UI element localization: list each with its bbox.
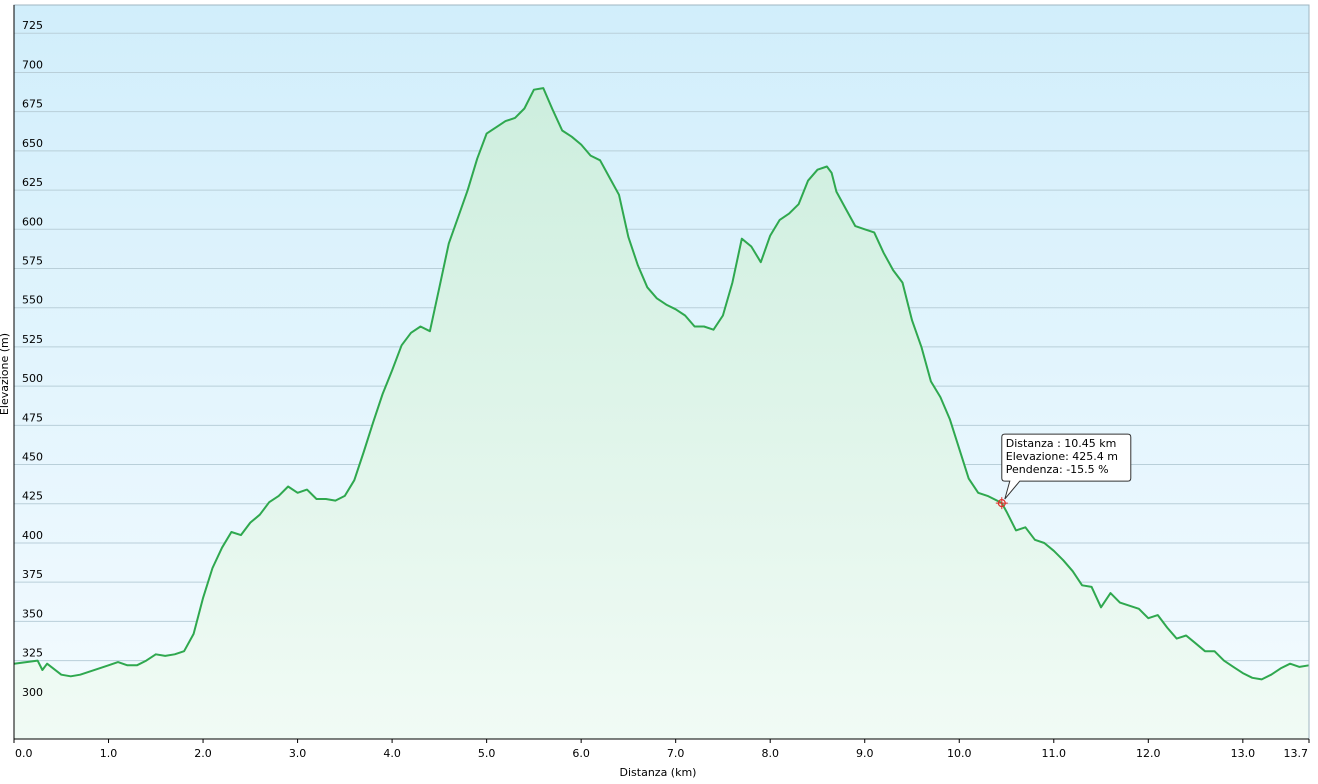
x-tick-label: 10.0 (947, 747, 972, 760)
y-tick-label: 675 (22, 98, 43, 111)
x-tick-label: 1.0 (100, 747, 118, 760)
y-axis-title: Elevazione (m) (0, 333, 11, 415)
y-tick-label: 575 (22, 254, 43, 267)
x-tick-label: 4.0 (383, 747, 401, 760)
y-tick-label: 600 (22, 215, 43, 228)
y-tick-label: 425 (22, 490, 43, 503)
x-axis-title: Distanza (km) (620, 766, 697, 779)
y-tick-label: 350 (22, 607, 43, 620)
y-tick-label: 725 (22, 19, 43, 32)
y-tick-label: 475 (22, 411, 43, 424)
x-tick-label: 8.0 (761, 747, 779, 760)
y-tick-label: 450 (22, 451, 43, 464)
y-tick-label: 700 (22, 58, 43, 71)
y-tick-label: 625 (22, 176, 43, 189)
x-tick-label: 6.0 (572, 747, 590, 760)
y-tick-label: 550 (22, 294, 43, 307)
x-tick-label: 5.0 (478, 747, 496, 760)
elevation-area-fill (14, 88, 1309, 740)
x-tick-label: 3.0 (289, 747, 307, 760)
y-tick-label: 650 (22, 137, 43, 150)
x-tick-label: 13.0 (1231, 747, 1256, 760)
y-tick-label: 500 (22, 372, 43, 385)
x-tick-label: 11.0 (1042, 747, 1067, 760)
y-tick-label: 375 (22, 568, 43, 581)
axes (13, 4, 1310, 740)
y-tick-label: 400 (22, 529, 43, 542)
x-tick-label: 0.0 (15, 747, 33, 760)
y-tick-label: 525 (22, 333, 43, 346)
x-tick-label: 9.0 (856, 747, 874, 760)
x-tick-label: 2.0 (194, 747, 212, 760)
y-axis-tick-labels: 300 325 350 375 400 425 450 475 500 525 550 575 600 6… (22, 19, 43, 699)
x-tick-label: 13.7 (1284, 747, 1309, 760)
tooltip-line: Elevazione: 425.4 m (1006, 450, 1118, 463)
tooltip-line: Pendenza: -15.5 % (1006, 463, 1109, 476)
x-tick-label: 7.0 (667, 747, 685, 760)
y-tick-label: 325 (22, 647, 43, 660)
tooltip-line: Distanza : 10.45 km (1006, 437, 1117, 450)
tooltip-box (1001, 433, 1132, 500)
x-tick-label: 12.0 (1136, 747, 1161, 760)
y-tick-label: 300 (22, 686, 43, 699)
elevation-line (13, 87, 1310, 681)
x-axis-tick-labels: 0.0 1.0 2.0 3.0 4.0 5.0 6.0 7.0 8.0 9.0 10.0 11.0 12… (13, 739, 1310, 760)
